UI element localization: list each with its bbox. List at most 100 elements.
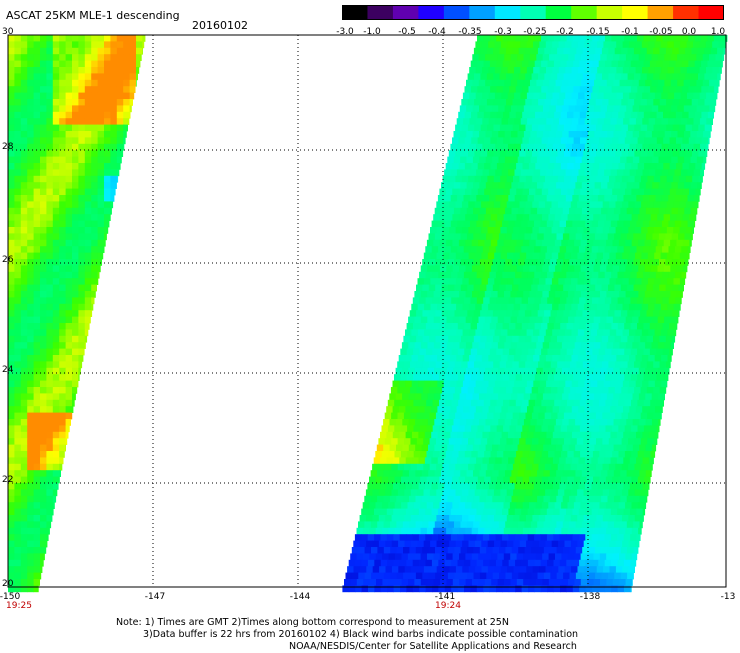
swath-cell <box>573 61 580 68</box>
swath-cell <box>589 73 596 80</box>
swath-cell <box>539 566 546 573</box>
swath-cell <box>537 157 544 164</box>
swath-cell <box>577 253 584 260</box>
swath-cell <box>543 445 550 452</box>
swath-cell <box>46 54 53 61</box>
swath-cell <box>512 547 519 554</box>
swath-cell <box>627 547 634 554</box>
swath-cell <box>46 528 50 535</box>
swath-cell <box>655 355 662 362</box>
swath-cell <box>506 125 513 132</box>
swath-cell <box>641 125 648 132</box>
swath-cell <box>8 438 15 445</box>
swath-cell <box>454 285 461 292</box>
swath-cell <box>98 131 105 138</box>
swath-cell <box>571 201 578 208</box>
swath-cell <box>656 61 663 68</box>
swath-cell <box>468 387 475 394</box>
swath-cell <box>563 208 570 215</box>
swath-cell <box>694 221 695 228</box>
swath-cell <box>444 432 451 439</box>
swath-cell <box>472 528 479 535</box>
swath-cell <box>556 470 563 477</box>
swath-cell <box>418 278 425 285</box>
swath-cell <box>636 509 643 516</box>
swath-cell <box>539 515 546 522</box>
swath-cell <box>561 477 568 484</box>
swath-cell <box>40 387 47 394</box>
swath-cell <box>484 61 491 68</box>
swath-cell <box>8 125 15 132</box>
swath-cell <box>72 406 73 413</box>
swath-cell <box>708 61 715 68</box>
swath-cell <box>14 541 21 548</box>
swath-cell <box>711 48 718 55</box>
swath-cell <box>477 374 484 381</box>
swath-cell <box>505 131 512 138</box>
swath-cell <box>27 585 34 592</box>
swath-cell <box>623 118 630 125</box>
swath-cell <box>670 189 677 196</box>
swath-cell <box>40 150 47 157</box>
swath-cell <box>432 221 439 228</box>
swath-cell <box>85 201 92 208</box>
swath-cell <box>27 227 34 234</box>
swath-cell <box>14 54 21 61</box>
swath-cell <box>534 246 541 253</box>
swath-cell <box>460 105 467 112</box>
swath-cell <box>21 182 28 189</box>
swath-cell <box>626 445 633 452</box>
swath-cell <box>616 201 623 208</box>
swath-cell <box>621 361 628 368</box>
swath-cell <box>635 278 642 285</box>
swath-cell <box>691 208 698 215</box>
swath-cell <box>482 406 489 413</box>
swath-cell <box>40 265 47 272</box>
swath-cell <box>636 169 643 176</box>
swath-cell <box>438 195 445 202</box>
swath-cell <box>557 573 564 580</box>
swath-cell <box>586 349 593 356</box>
swath-cell <box>526 515 533 522</box>
swath-cell <box>614 182 621 189</box>
swath-cell <box>566 195 573 202</box>
swath-cell <box>537 419 544 426</box>
swath-cell <box>649 195 656 202</box>
swath-cell <box>66 317 73 324</box>
swath-cell <box>692 48 699 55</box>
swath-cell <box>640 361 647 368</box>
swath-cell <box>393 483 400 490</box>
swath-cell <box>616 278 623 285</box>
swath-cell <box>572 67 579 74</box>
swath-cell <box>550 131 557 138</box>
swath-cell <box>538 48 545 55</box>
swath-cell <box>535 189 542 196</box>
swath-cell <box>53 48 60 55</box>
swath-cell <box>14 240 21 247</box>
swath-cell <box>644 137 651 144</box>
swath-cell <box>628 227 635 234</box>
swath-cell <box>451 169 458 176</box>
swath-cell <box>507 278 514 285</box>
swath-cell <box>491 451 498 458</box>
swath-cell <box>123 131 127 138</box>
swath-cell <box>66 400 73 407</box>
swath-cell <box>580 86 587 93</box>
swath-cell <box>628 413 635 420</box>
swath-cell <box>450 278 457 285</box>
swath-cell <box>516 425 523 432</box>
swath-cell <box>379 464 386 471</box>
swath-cell <box>91 35 98 42</box>
swath-cell <box>40 489 47 496</box>
swath-cell <box>603 304 610 311</box>
swath-cell <box>72 221 79 228</box>
swath-cell <box>645 265 652 272</box>
swath-cell <box>456 515 463 522</box>
swath-cell <box>612 400 619 407</box>
swath-cell <box>555 528 562 535</box>
colorbar-label: 1.0 <box>711 27 725 37</box>
swath-cell <box>528 246 535 253</box>
swath-cell <box>564 413 571 420</box>
swath-cell <box>59 272 66 279</box>
swath-cell <box>85 93 92 100</box>
